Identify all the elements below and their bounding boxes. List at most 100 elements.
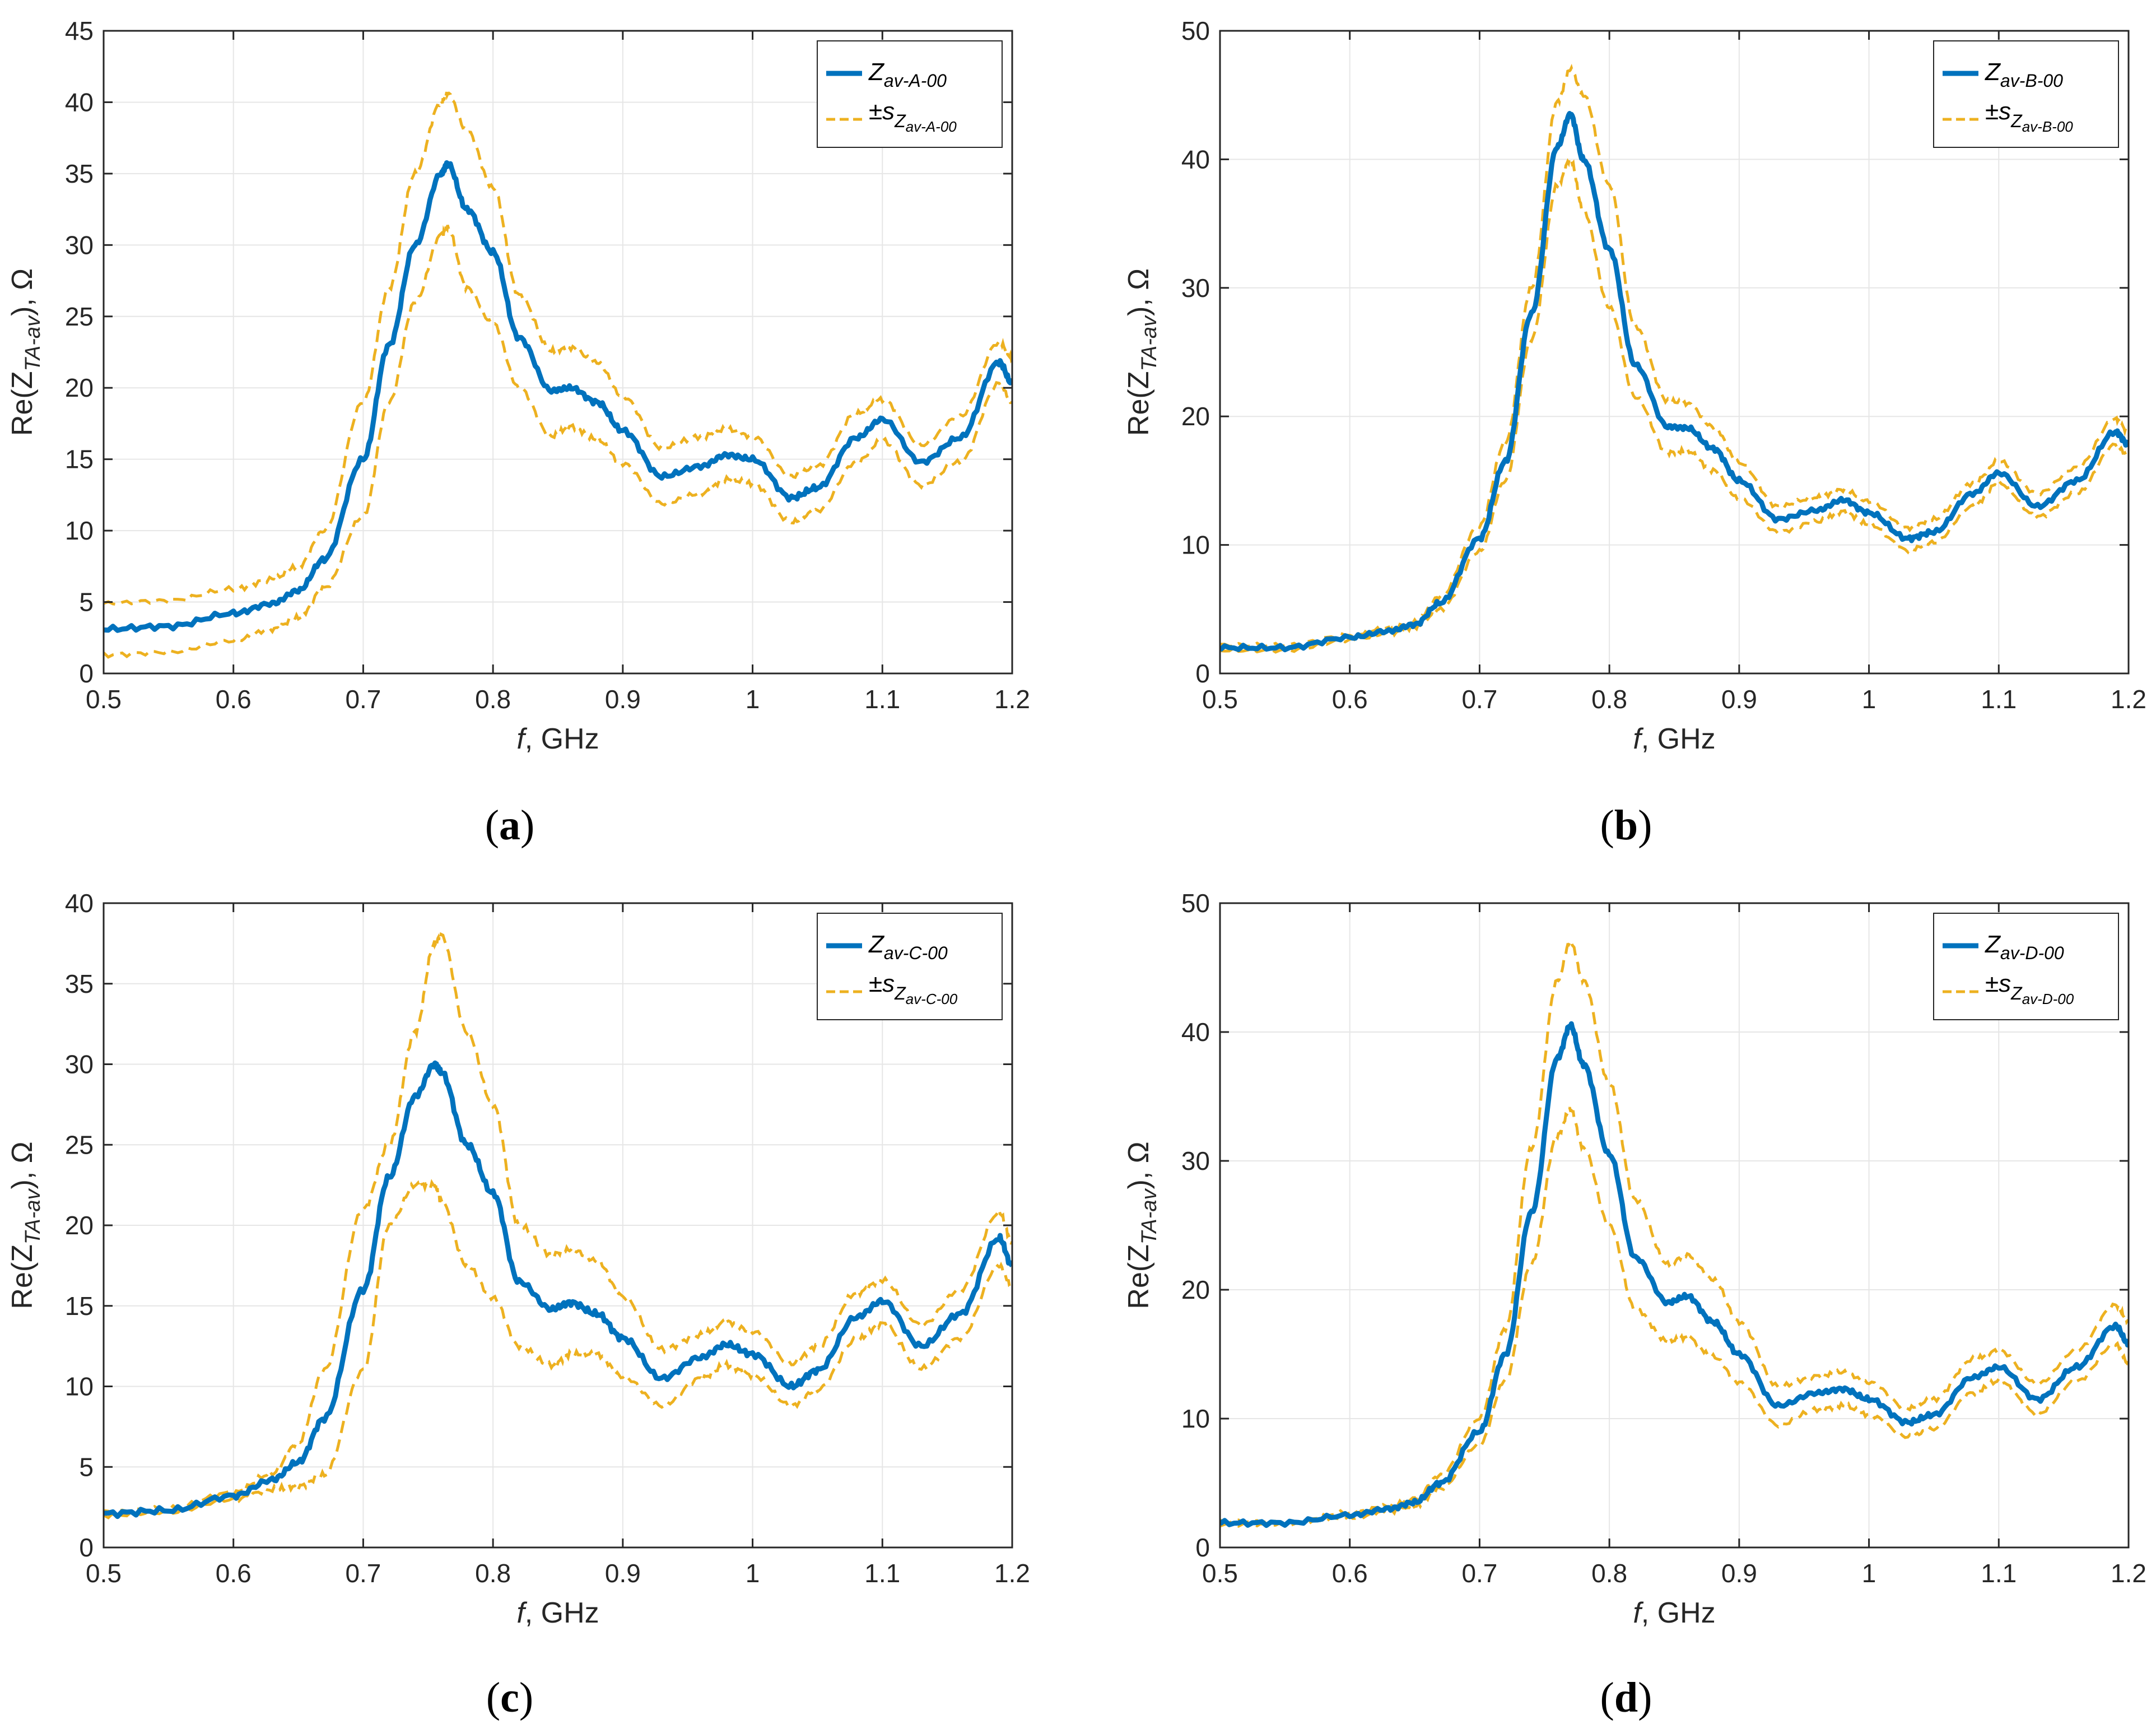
series-line-lower xyxy=(104,225,1012,659)
x-axis-label: f, GHz xyxy=(1633,1597,1715,1629)
series-line-lower xyxy=(1220,1107,2129,1528)
legend-label-mean: Zav-A-00 xyxy=(868,58,947,91)
y-tick-label: 0 xyxy=(79,1533,94,1562)
legend-label-mean: Zav-C-00 xyxy=(868,931,948,963)
y-tick-label: 20 xyxy=(65,1211,94,1240)
x-tick-label: 1.1 xyxy=(864,685,900,714)
x-tick-label: 0.8 xyxy=(1591,1559,1627,1588)
y-tick-label: 0 xyxy=(1195,1533,1210,1562)
y-tick-label: 15 xyxy=(65,445,94,474)
series-line-lower xyxy=(1220,155,2129,654)
x-tick-label: 1.2 xyxy=(994,685,1030,714)
panel-caption-c: (c) xyxy=(486,1674,533,1721)
y-tick-label: 15 xyxy=(65,1291,94,1321)
series-line-upper xyxy=(104,930,1012,1516)
legend-label-mean: Zav-B-00 xyxy=(1985,58,2063,91)
panel-caption-d: (d) xyxy=(1600,1674,1652,1721)
grid xyxy=(104,903,1012,1547)
panel-caption-b: (b) xyxy=(1600,802,1652,849)
y-axis-label: Re(ZTA-av), Ω xyxy=(1123,1141,1161,1309)
x-tick-label: 0.8 xyxy=(1591,685,1627,714)
legend-box xyxy=(1933,913,2119,1020)
series-group xyxy=(104,930,1012,1519)
x-tick-label: 0.9 xyxy=(605,685,641,714)
y-tick-label: 40 xyxy=(65,889,94,918)
x-tick-label: 0.9 xyxy=(605,1559,641,1588)
axes-box xyxy=(103,30,1013,675)
legend: Zav-B-00 ±sZav-B-00 xyxy=(1933,40,2119,148)
x-tick-label: 1 xyxy=(1862,1559,1876,1588)
y-tick-label: 5 xyxy=(79,588,94,617)
series-line-upper xyxy=(104,91,1012,606)
x-tick-label: 1.1 xyxy=(1981,685,2017,714)
y-tick-label: 30 xyxy=(65,230,94,259)
y-axis-label: Re(ZTA-av), Ω xyxy=(6,268,45,436)
series-group xyxy=(104,91,1012,659)
legend-box xyxy=(817,913,1003,1020)
y-tick-label: 10 xyxy=(65,1372,94,1401)
x-tick-label: 0.8 xyxy=(475,1559,511,1588)
legend: Zav-D-00 ±sZav-D-00 xyxy=(1933,913,2119,1020)
y-tick-label: 20 xyxy=(1181,1275,1210,1304)
y-tick-label: 50 xyxy=(1181,16,1210,45)
grid xyxy=(1220,31,2129,673)
y-tick-label: 0 xyxy=(1195,659,1210,688)
y-tick-label: 25 xyxy=(65,302,94,331)
x-tick-label: 1.1 xyxy=(1981,1559,2017,1588)
legend-box xyxy=(1933,40,2119,148)
axes-box xyxy=(1219,902,2130,1549)
x-tick-label: 0.6 xyxy=(1332,1559,1368,1588)
series-group xyxy=(1220,63,2129,654)
x-tick-label: 0.7 xyxy=(1461,685,1497,714)
y-tick-label: 35 xyxy=(65,969,94,998)
y-tick-label: 30 xyxy=(65,1050,94,1079)
y-tick-label: 30 xyxy=(1181,273,1210,303)
series-line-upper xyxy=(1220,63,2129,649)
x-tick-label: 0.9 xyxy=(1721,685,1757,714)
x-tick-label: 1 xyxy=(1862,685,1876,714)
chart-panel-c: 0.5 0.6 0.7 0.8 0.9 1 1.1 1.2 0 5 10 15 20 25 30 35 40 f,… xyxy=(6,889,1030,1721)
legend-label-std: ±sZav-D-00 xyxy=(1985,970,2074,1007)
x-tick-label: 0.9 xyxy=(1721,1559,1757,1588)
chart-panel-b: 0.5 0.6 0.7 0.8 0.9 1 1.1 1.2 0 10 20 30 40 50 f, GHz R… xyxy=(1123,16,2146,849)
legend-label-mean: Zav-D-00 xyxy=(1985,931,2064,963)
panel-caption-a: (a) xyxy=(485,802,535,849)
series-group xyxy=(1220,937,2129,1528)
y-tick-label: 20 xyxy=(1181,402,1210,431)
series-line-mean xyxy=(1220,1021,2129,1528)
legend-label-std: ±sZav-A-00 xyxy=(869,97,957,135)
legend: Zav-C-00 ±sZav-C-00 xyxy=(817,913,1003,1020)
y-tick-label: 10 xyxy=(1181,1404,1210,1433)
y-tick-label: 10 xyxy=(65,516,94,545)
x-tick-label: 1 xyxy=(746,685,760,714)
x-tick-label: 0.5 xyxy=(1202,685,1238,714)
panels: 0.5 0.6 0.7 0.8 0.9 1 1.1 1.2051015202530354045… xyxy=(6,16,2146,1721)
y-tick-label: 30 xyxy=(1181,1146,1210,1175)
x-tick-label: 0.6 xyxy=(1332,685,1368,714)
legend-label-std: ±sZav-C-00 xyxy=(869,970,958,1007)
legend-box xyxy=(817,40,1003,148)
chart-panel-d: 0.5 0.6 0.7 0.8 0.9 1 1.1 1.2 0 10 20 30 40 50 f, GHz R… xyxy=(1123,889,2146,1721)
y-tick-label: 40 xyxy=(1181,145,1210,174)
y-tick-label: 25 xyxy=(65,1130,94,1159)
y-axis-label: Re(ZTA-av), Ω xyxy=(6,1141,45,1309)
series-line-mean xyxy=(1220,111,2129,653)
x-tick-label: 1 xyxy=(746,1559,760,1588)
x-tick-label: 0.7 xyxy=(1461,1559,1497,1588)
y-tick-label: 40 xyxy=(1181,1017,1210,1047)
y-tick-label: 10 xyxy=(1181,531,1210,560)
chart-panel-a: 0.5 0.6 0.7 0.8 0.9 1 1.1 1.2 0 5 10 15 20 25 30 35 40 45… xyxy=(6,16,1030,849)
x-axis-label: f, GHz xyxy=(516,1597,599,1629)
x-tick-label: 0.6 xyxy=(216,685,252,714)
x-tick-label: 0.6 xyxy=(216,1559,252,1588)
y-tick-label: 50 xyxy=(1181,889,1210,918)
y-tick-label: 45 xyxy=(65,16,94,45)
series-line-upper xyxy=(1220,937,2129,1526)
x-tick-label: 0.8 xyxy=(475,685,511,714)
y-tick-label: 40 xyxy=(65,87,94,117)
x-tick-label: 1.2 xyxy=(994,1559,1030,1588)
y-axis-label: Re(ZTA-av), Ω xyxy=(1123,268,1161,436)
series-line-lower xyxy=(104,1179,1012,1519)
y-tick-label: 5 xyxy=(79,1452,94,1481)
